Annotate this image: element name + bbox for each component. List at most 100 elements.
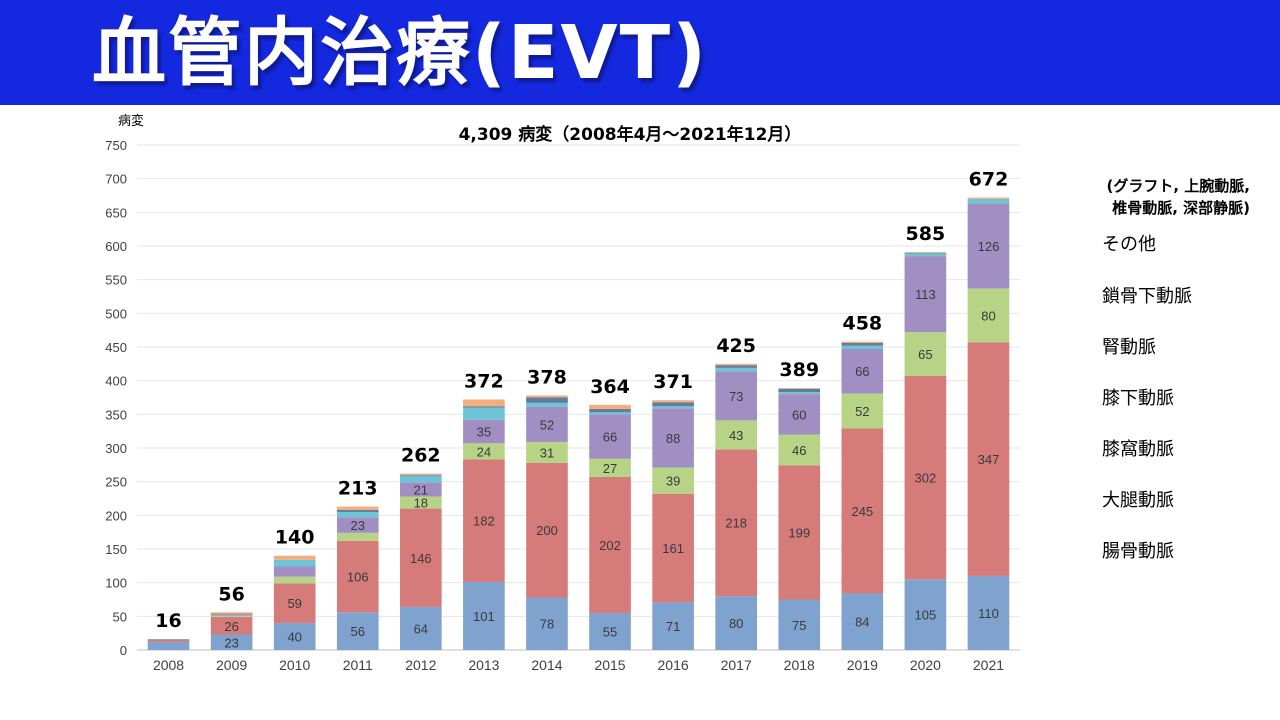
bar-segment: [841, 349, 884, 394]
segment-value-label: 65: [918, 347, 932, 362]
legend-item-femoral: 大腿動脈: [1102, 490, 1174, 511]
segment-value-label: 39: [666, 474, 680, 489]
bar-segment: [652, 406, 694, 409]
bar-segment: [904, 579, 947, 650]
segment-value-label: 202: [599, 538, 621, 553]
bar-segment: [967, 342, 1010, 576]
bar-total-label: 425: [716, 335, 756, 357]
bar-segment: [273, 583, 316, 624]
bar-segment: [210, 612, 253, 614]
segment-value-label: 31: [540, 445, 554, 460]
segment-value-label: 23: [351, 518, 365, 533]
y-tick-label: 350: [105, 407, 127, 422]
x-tick-label: 2010: [279, 657, 310, 673]
legend-note-line-1: (グラフト, 上腕動脈,: [1106, 177, 1250, 195]
bar-segment: [589, 414, 631, 459]
y-tick-label: 550: [105, 273, 127, 288]
bar-segment: [841, 393, 884, 429]
bar-segment: [526, 395, 568, 398]
x-tick-label: 2018: [784, 657, 815, 673]
bar-segment: [336, 532, 379, 541]
segment-value-label: 200: [536, 523, 558, 538]
x-tick-label: 2020: [910, 657, 941, 673]
page-title: 血管内治療(EVT): [92, 10, 708, 96]
bar-segment: [589, 458, 631, 477]
segment-value-label: 113: [915, 287, 936, 302]
segment-value-label: 52: [540, 417, 554, 432]
segment-value-label: 26: [224, 619, 238, 634]
stacked-bar-chart: 0 50 100 150 200 250 300 350 400 450 500 550 600 650 7…: [105, 113, 1020, 673]
bar-segment: [210, 617, 253, 635]
bar-segment: [652, 602, 694, 650]
segment-value-label: 43: [729, 428, 743, 443]
segment-value-label: 55: [603, 624, 617, 639]
bar-segment: [526, 397, 568, 403]
x-tick-label: 2014: [531, 657, 562, 673]
bar-segment: [147, 639, 190, 640]
segment-value-label: 110: [978, 606, 999, 621]
bar-segment: [967, 575, 1010, 650]
bar-segment: [273, 576, 316, 584]
bar-segment: [778, 599, 821, 650]
segment-value-label: 73: [729, 389, 743, 404]
segment-value-label: 24: [477, 444, 491, 459]
bar-segment: [841, 342, 884, 346]
y-tick-label: 0: [120, 643, 127, 658]
bar-segment: [336, 511, 379, 518]
bar-segment: [841, 593, 884, 650]
segment-value-label: 27: [603, 461, 617, 476]
bar-segment: [967, 288, 1010, 343]
bar-segment: [147, 641, 190, 650]
bar-total-label: 371: [653, 371, 693, 393]
bar-segment: [273, 555, 316, 560]
y-tick-label: 600: [105, 239, 127, 254]
bar-segment: [778, 388, 821, 389]
bar-segment: [715, 371, 757, 421]
segment-value-label: 75: [792, 618, 806, 633]
bar-total-label: 458: [842, 313, 882, 335]
segment-value-label: 161: [662, 541, 684, 556]
y-tick-label: 700: [105, 172, 127, 187]
bar-segment: [904, 375, 947, 580]
bar-segment: [273, 559, 316, 567]
segment-value-label: 347: [978, 452, 1000, 467]
bar-segment: [904, 256, 947, 333]
bar-segment: [210, 613, 253, 615]
y-tick-label: 300: [105, 441, 127, 456]
bar-segment: [400, 474, 442, 476]
bar-segment: [652, 493, 694, 603]
bar-segment: [841, 341, 884, 343]
segment-value-label: 146: [410, 551, 432, 566]
segment-value-label: 60: [792, 407, 806, 422]
bar-segment: [400, 475, 442, 483]
segment-value-label: 21: [414, 482, 428, 497]
bar-segment: [463, 459, 505, 582]
x-tick-label: 2017: [721, 657, 752, 673]
bar-segment: [652, 402, 694, 407]
legend-note: (グラフト, 上腕動脈, 椎骨動脈, 深部静脈): [1040, 175, 1250, 219]
bar-segment: [652, 400, 694, 403]
bar-segment: [336, 509, 379, 512]
y-tick-label: 650: [105, 205, 127, 220]
y-tick-label: 450: [105, 340, 127, 355]
segment-value-label: 80: [981, 308, 995, 323]
bar-segment: [904, 252, 947, 253]
bar-segment: [273, 566, 316, 577]
bar-segment: [400, 606, 442, 650]
bar-segment: [463, 399, 505, 407]
y-tick-label: 50: [113, 609, 127, 624]
segment-value-label: 218: [725, 516, 747, 531]
segment-value-label: 71: [666, 619, 680, 634]
bar-total-label: 56: [218, 583, 244, 605]
bar-total-label: 389: [779, 359, 819, 381]
bar-segment: [778, 392, 821, 395]
bar-segment: [210, 615, 253, 618]
bar-segment: [463, 406, 505, 408]
bar-segment: [715, 365, 757, 368]
y-tick-label: 500: [105, 306, 127, 321]
bar-segment: [652, 408, 694, 468]
bar-segment: [463, 443, 505, 460]
y-axis-label: 病変: [118, 113, 144, 129]
bar-segment: [463, 419, 505, 444]
bar-total-label: 372: [464, 371, 504, 393]
